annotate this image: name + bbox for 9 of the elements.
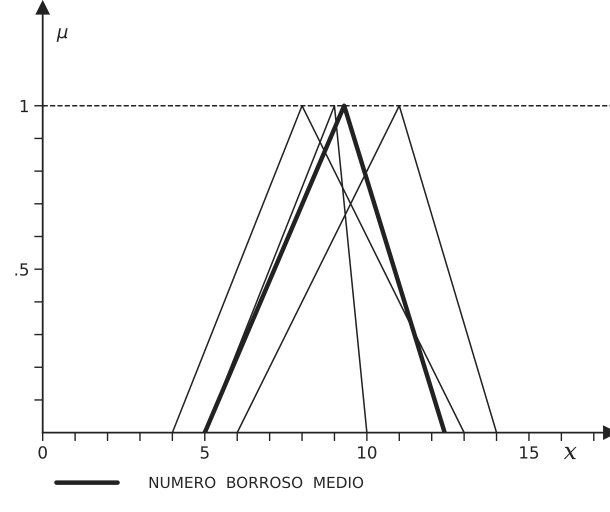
- y-tick-label: .5: [15, 263, 28, 276]
- y-axis-title: μ: [56, 28, 68, 42]
- x-axis-title: x: [564, 446, 577, 460]
- legend-label: NUMERO BORROSO MEDIO: [150, 476, 364, 488]
- y-tick-label: 1: [20, 100, 28, 112]
- x-tick-label: 0: [38, 446, 47, 459]
- x-tick-label: 5: [200, 446, 209, 459]
- x-tick-label: 10: [358, 446, 376, 459]
- x-tick-label: 15: [520, 446, 538, 459]
